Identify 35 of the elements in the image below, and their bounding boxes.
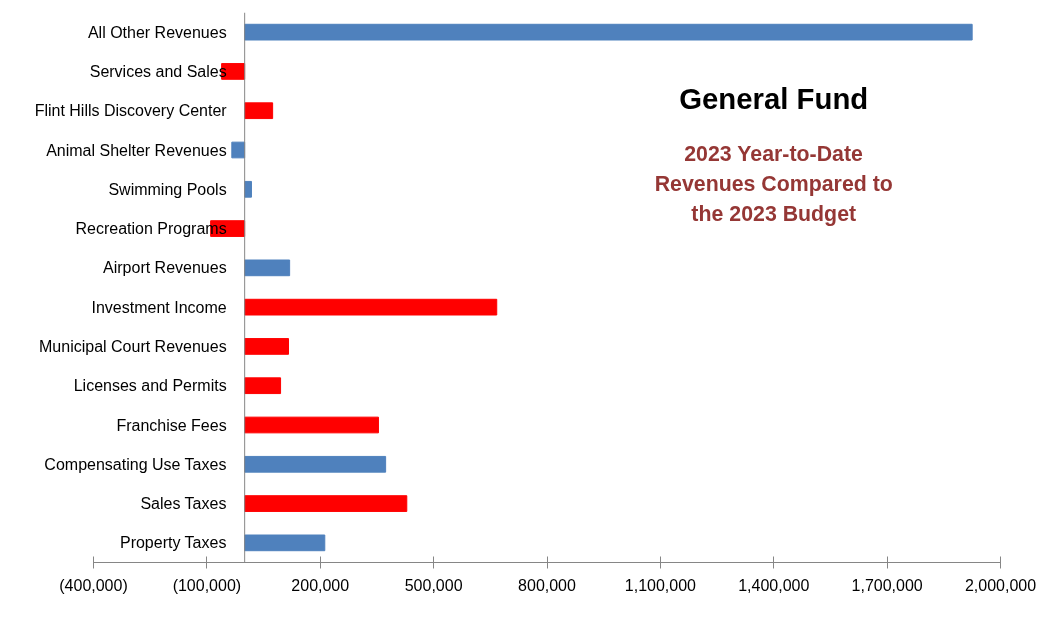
x-tick-label: 2,000,000 <box>964 576 1037 594</box>
bar <box>244 534 326 552</box>
bar <box>244 102 274 120</box>
bar <box>244 23 973 41</box>
bar <box>244 338 290 355</box>
y-tick-label: Franchise Fees <box>116 416 227 434</box>
x-tick-label: 800,000 <box>518 576 577 594</box>
x-tick-label: 500,000 <box>404 576 463 594</box>
text: 2023 Year-to-Date Revenues Compared to the 2023 Budget <box>654 142 893 227</box>
y-tick-label: Airport Revenues <box>103 259 227 277</box>
x-tick-label: (100,000) <box>172 576 242 594</box>
bar <box>244 377 282 395</box>
y-tick-label: Compensating Use Taxes <box>44 455 227 473</box>
x-tick-label: 200,000 <box>291 576 350 594</box>
y-tick-label: Flint Hills Discovery Center <box>34 102 228 120</box>
x-tick-label: 1,100,000 <box>624 576 697 594</box>
y-tick-label: Swimming Pools <box>108 180 227 198</box>
y-tick-label: Licenses and Permits <box>73 377 227 395</box>
text: General Fund <box>679 82 869 116</box>
bar <box>244 495 408 512</box>
y-tick-label: All Other Revenues <box>87 23 227 41</box>
bar <box>244 455 387 473</box>
x-tick-label: 1,400,000 <box>738 576 810 594</box>
x-tick-label: (400,000) <box>59 576 128 594</box>
bar <box>244 180 252 198</box>
bar <box>244 298 498 316</box>
y-tick-label: Sales Taxes <box>140 495 227 513</box>
bar <box>244 259 291 277</box>
y-tick-label: Property Taxes <box>119 534 227 552</box>
y-tick-label: Municipal Court Revenues <box>39 337 227 355</box>
bar <box>244 416 379 434</box>
y-tick-label: Investment Income <box>91 298 227 316</box>
x-tick-label: 1,700,000 <box>851 576 923 594</box>
y-tick-label: Animal Shelter Revenues <box>46 141 227 159</box>
bar <box>231 141 246 159</box>
